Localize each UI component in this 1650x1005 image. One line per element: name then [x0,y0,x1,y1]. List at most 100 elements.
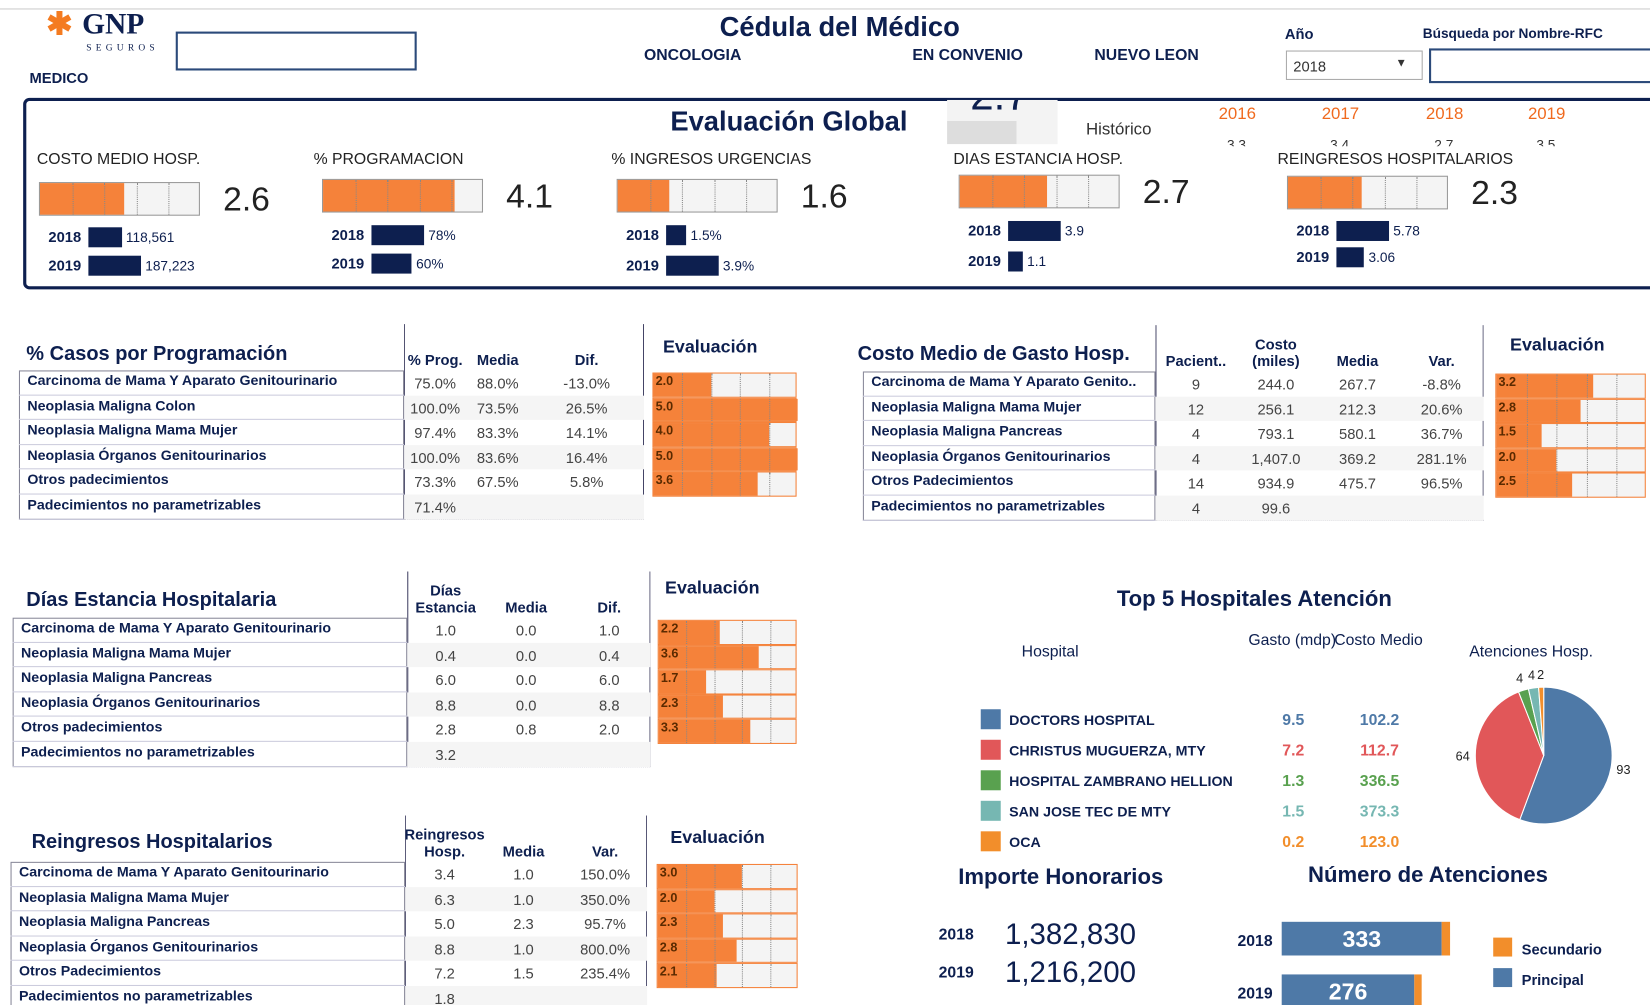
gauge: 2.8 [1495,398,1646,424]
gauge-fill [653,472,758,496]
kpi-value: 5.78 [1393,223,1420,239]
gauge-cell [770,964,772,988]
cell: 1.8 [434,990,455,1005]
legend-label: Secundario [1521,940,1602,958]
gauge-cell [714,695,716,719]
gauge-cell [768,373,770,397]
cell: 475.7 [1339,474,1376,492]
bar [1281,921,1442,956]
logo-mark: ✱ [46,7,73,43]
doctor-input[interactable] [175,31,417,71]
gauge-label: 2.3 [659,914,678,930]
search-label: Búsqueda por Nombre-RFC [1422,25,1603,42]
gauge-cell [1616,424,1618,447]
gauge-cell [686,695,688,719]
row-band [405,986,648,1005]
kpi-name: % INGRESOS URGENCIAS [611,150,812,169]
column-header: Media [502,842,545,860]
cell: 2.0 [599,721,620,739]
gauge-label: 3.6 [655,472,674,488]
column-header: Días Estancia [415,581,476,616]
gauge-label: 2.0 [659,889,678,905]
year-label: Año [1284,25,1314,43]
kpi-name: REINGRESOS HOSPITALARIOS [1277,150,1514,169]
column-header: Var. [591,842,619,860]
gauge-cell [1616,449,1618,472]
kpi-year: 2018 [1296,222,1330,239]
kpi-value: 3.9% [722,257,755,274]
history-score: 3.5 [1536,136,1556,147]
year-select[interactable]: 2018 ▼ [1285,50,1423,80]
gauge-label: 3.2 [1498,374,1517,390]
pie-label: 4 [1516,671,1523,685]
search-input[interactable] [1429,48,1650,84]
gauge-fill [657,939,737,963]
cell: 235.4% [580,965,631,983]
row-label: Neoplasia Maligna Pancreas [10,911,406,937]
pie-slice [1519,686,1613,825]
row-label: Carcinoma de Mama Y Aparato Genitourinar… [10,862,406,887]
history-year: 2016 [1218,105,1257,124]
cell: 1,407.0 [1251,450,1301,468]
cell: 0.8 [515,721,537,739]
gauge-fill [617,179,670,212]
dropdown-arrow: ▼ [1395,56,1407,70]
global-title: Evaluación Global [670,105,908,137]
specialty: ONCOLOGIA [644,46,742,65]
cell: 83.3% [476,424,519,442]
hospital-cost: 112.7 [1360,741,1399,760]
logo: GNP [82,8,145,42]
gauge-cell [1526,399,1528,423]
gauge-fill [658,695,723,719]
fee-year: 2018 [938,926,974,944]
bar [1414,974,1422,1005]
cell: 212.3 [1339,400,1376,418]
gauge-cell [746,179,748,212]
gauge-cell [682,373,684,397]
gauge-label: 4.0 [655,423,674,438]
gauge [958,174,1120,209]
cell: 26.5% [565,399,608,417]
gauge-cell [682,423,684,446]
row-label: Neoplasia Órganos Genitourinarios [12,692,408,718]
gauge-fill [658,645,759,669]
cell: 5.0 [434,915,455,933]
row-label: Padecimientos no parametrizables [862,496,1156,521]
kpi-bar [666,255,719,276]
hospital-spend: 0.2 [1282,833,1305,852]
gauge-cell [355,179,357,212]
gauge-cell [770,889,772,913]
row-label: Neoplasia Maligna Pancreas [12,667,408,693]
gauge-cell [1024,175,1026,208]
history-year: 2017 [1321,105,1360,124]
pie-label: 4 [1528,669,1535,683]
gauge-cell [714,670,716,694]
gauge-fill [653,398,798,422]
gauge-cell [714,620,716,644]
cell: 0.4 [435,646,456,664]
gauge: 2.1 [656,963,798,989]
cell: 71.4% [414,498,457,516]
cell: 97.4% [414,424,457,442]
chart-title: Número de Atenciones [1308,862,1548,888]
gauge-cell [769,620,771,644]
cell: 267.7 [1339,375,1376,393]
gauge-cell [768,472,770,496]
kpi-bar [1336,220,1390,241]
page-title: Cédula del Médico [719,10,960,43]
row-band [1155,445,1484,471]
cell: 4 [1191,499,1201,517]
cell: 256.1 [1257,400,1295,418]
hospitals-title: Top 5 Hospitales Atención [1116,587,1392,612]
gauge-cell [451,179,453,212]
gauge-label: 2.0 [655,373,674,389]
cell: 36.7% [1420,425,1463,443]
gauge-cell [1556,399,1558,423]
cell: 9 [1191,375,1201,393]
cell: 793.1 [1257,425,1295,443]
row-label: Otros padecimientos [18,470,405,495]
gauge-cell [769,645,771,669]
logo-sub: SEGUROS [86,42,159,53]
gauge-cell [686,620,688,644]
cell: 6.0 [435,671,456,689]
